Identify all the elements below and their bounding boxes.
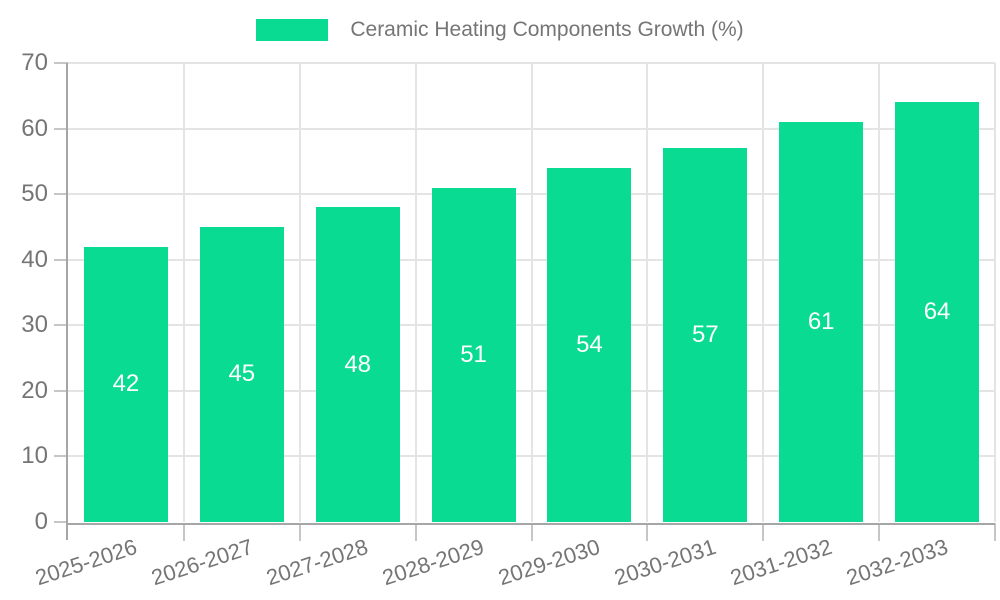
x-axis-tick: [646, 523, 649, 541]
y-axis-tick-label: 0: [34, 508, 48, 535]
x-gridline: [182, 63, 185, 522]
bar-value-label: 51: [460, 340, 487, 368]
x-gridline: [530, 63, 533, 522]
bar-2026-2027[interactable]: [199, 226, 284, 522]
y-axis-tick-label: 60: [21, 114, 48, 142]
y-axis-tick: [54, 455, 68, 458]
y-axis-tick: [54, 521, 68, 523]
y-axis-tick: [54, 127, 68, 130]
x-axis-tick: [878, 523, 881, 541]
bar-value-label: 42: [112, 370, 140, 398]
bar-2027-2028[interactable]: [315, 207, 400, 522]
y-axis-tick: [54, 258, 68, 261]
bar-2031-2032[interactable]: [779, 122, 864, 522]
y-axis-tick: [54, 324, 68, 327]
x-axis-tick-label: 2028-2029: [379, 534, 488, 591]
bar-value-label: 48: [344, 350, 372, 378]
x-axis-tick-label: 2031-2032: [727, 534, 835, 591]
x-gridline: [298, 63, 301, 522]
y-axis-tick-label: 30: [21, 311, 48, 339]
x-gridline: [646, 63, 649, 522]
x-axis-line: [66, 523, 995, 525]
bar-value-label: 54: [576, 330, 603, 358]
x-gridline: [994, 63, 996, 522]
y-axis-line: [66, 63, 68, 540]
y-axis-tick-label: 10: [21, 442, 48, 470]
x-gridline: [762, 63, 765, 522]
x-axis-tick: [182, 523, 185, 541]
x-axis-tick-label: 2026-2027: [147, 534, 256, 591]
bar-2030-2031[interactable]: [663, 148, 748, 522]
bar-2029-2030[interactable]: [547, 167, 632, 522]
bar-value-label: 61: [807, 308, 835, 335]
bar-value-label: 45: [228, 360, 256, 388]
y-axis-tick-label: 40: [21, 245, 48, 273]
bar-2025-2026[interactable]: [83, 246, 168, 522]
bar-2032-2033[interactable]: [895, 102, 980, 522]
x-axis-tick-label: 2032-2033: [842, 534, 951, 591]
y-axis-tick-label: 50: [21, 180, 48, 208]
chart-legend[interactable]: Ceramic Heating Components Growth (%): [0, 18, 1000, 42]
y-axis-tick: [54, 193, 68, 196]
y-axis-tick: [54, 62, 68, 64]
legend-label: Ceramic Heating Components Growth (%): [350, 18, 744, 41]
x-axis-tick-label: 2030-2031: [611, 534, 720, 591]
y-axis-tick: [54, 389, 68, 392]
x-axis-tick-label: 2027-2028: [263, 534, 372, 591]
x-gridline: [414, 63, 417, 522]
bar-value-label: 57: [691, 321, 719, 349]
bar-value-label: 64: [923, 298, 951, 326]
y-axis-tick-label: 70: [21, 49, 48, 76]
x-gridline: [878, 63, 881, 522]
bar-2028-2029[interactable]: [431, 187, 516, 522]
x-axis-tick: [994, 523, 996, 541]
y-axis-tick-label: 20: [21, 376, 48, 404]
x-axis-tick: [298, 523, 301, 541]
x-axis-tick-label: 2029-2030: [495, 534, 604, 591]
x-axis-tick-label: 2025-2026: [31, 534, 140, 591]
x-axis-tick: [414, 523, 417, 541]
x-axis-tick: [762, 523, 765, 541]
legend-swatch: [256, 19, 329, 41]
x-axis-tick: [530, 523, 533, 541]
